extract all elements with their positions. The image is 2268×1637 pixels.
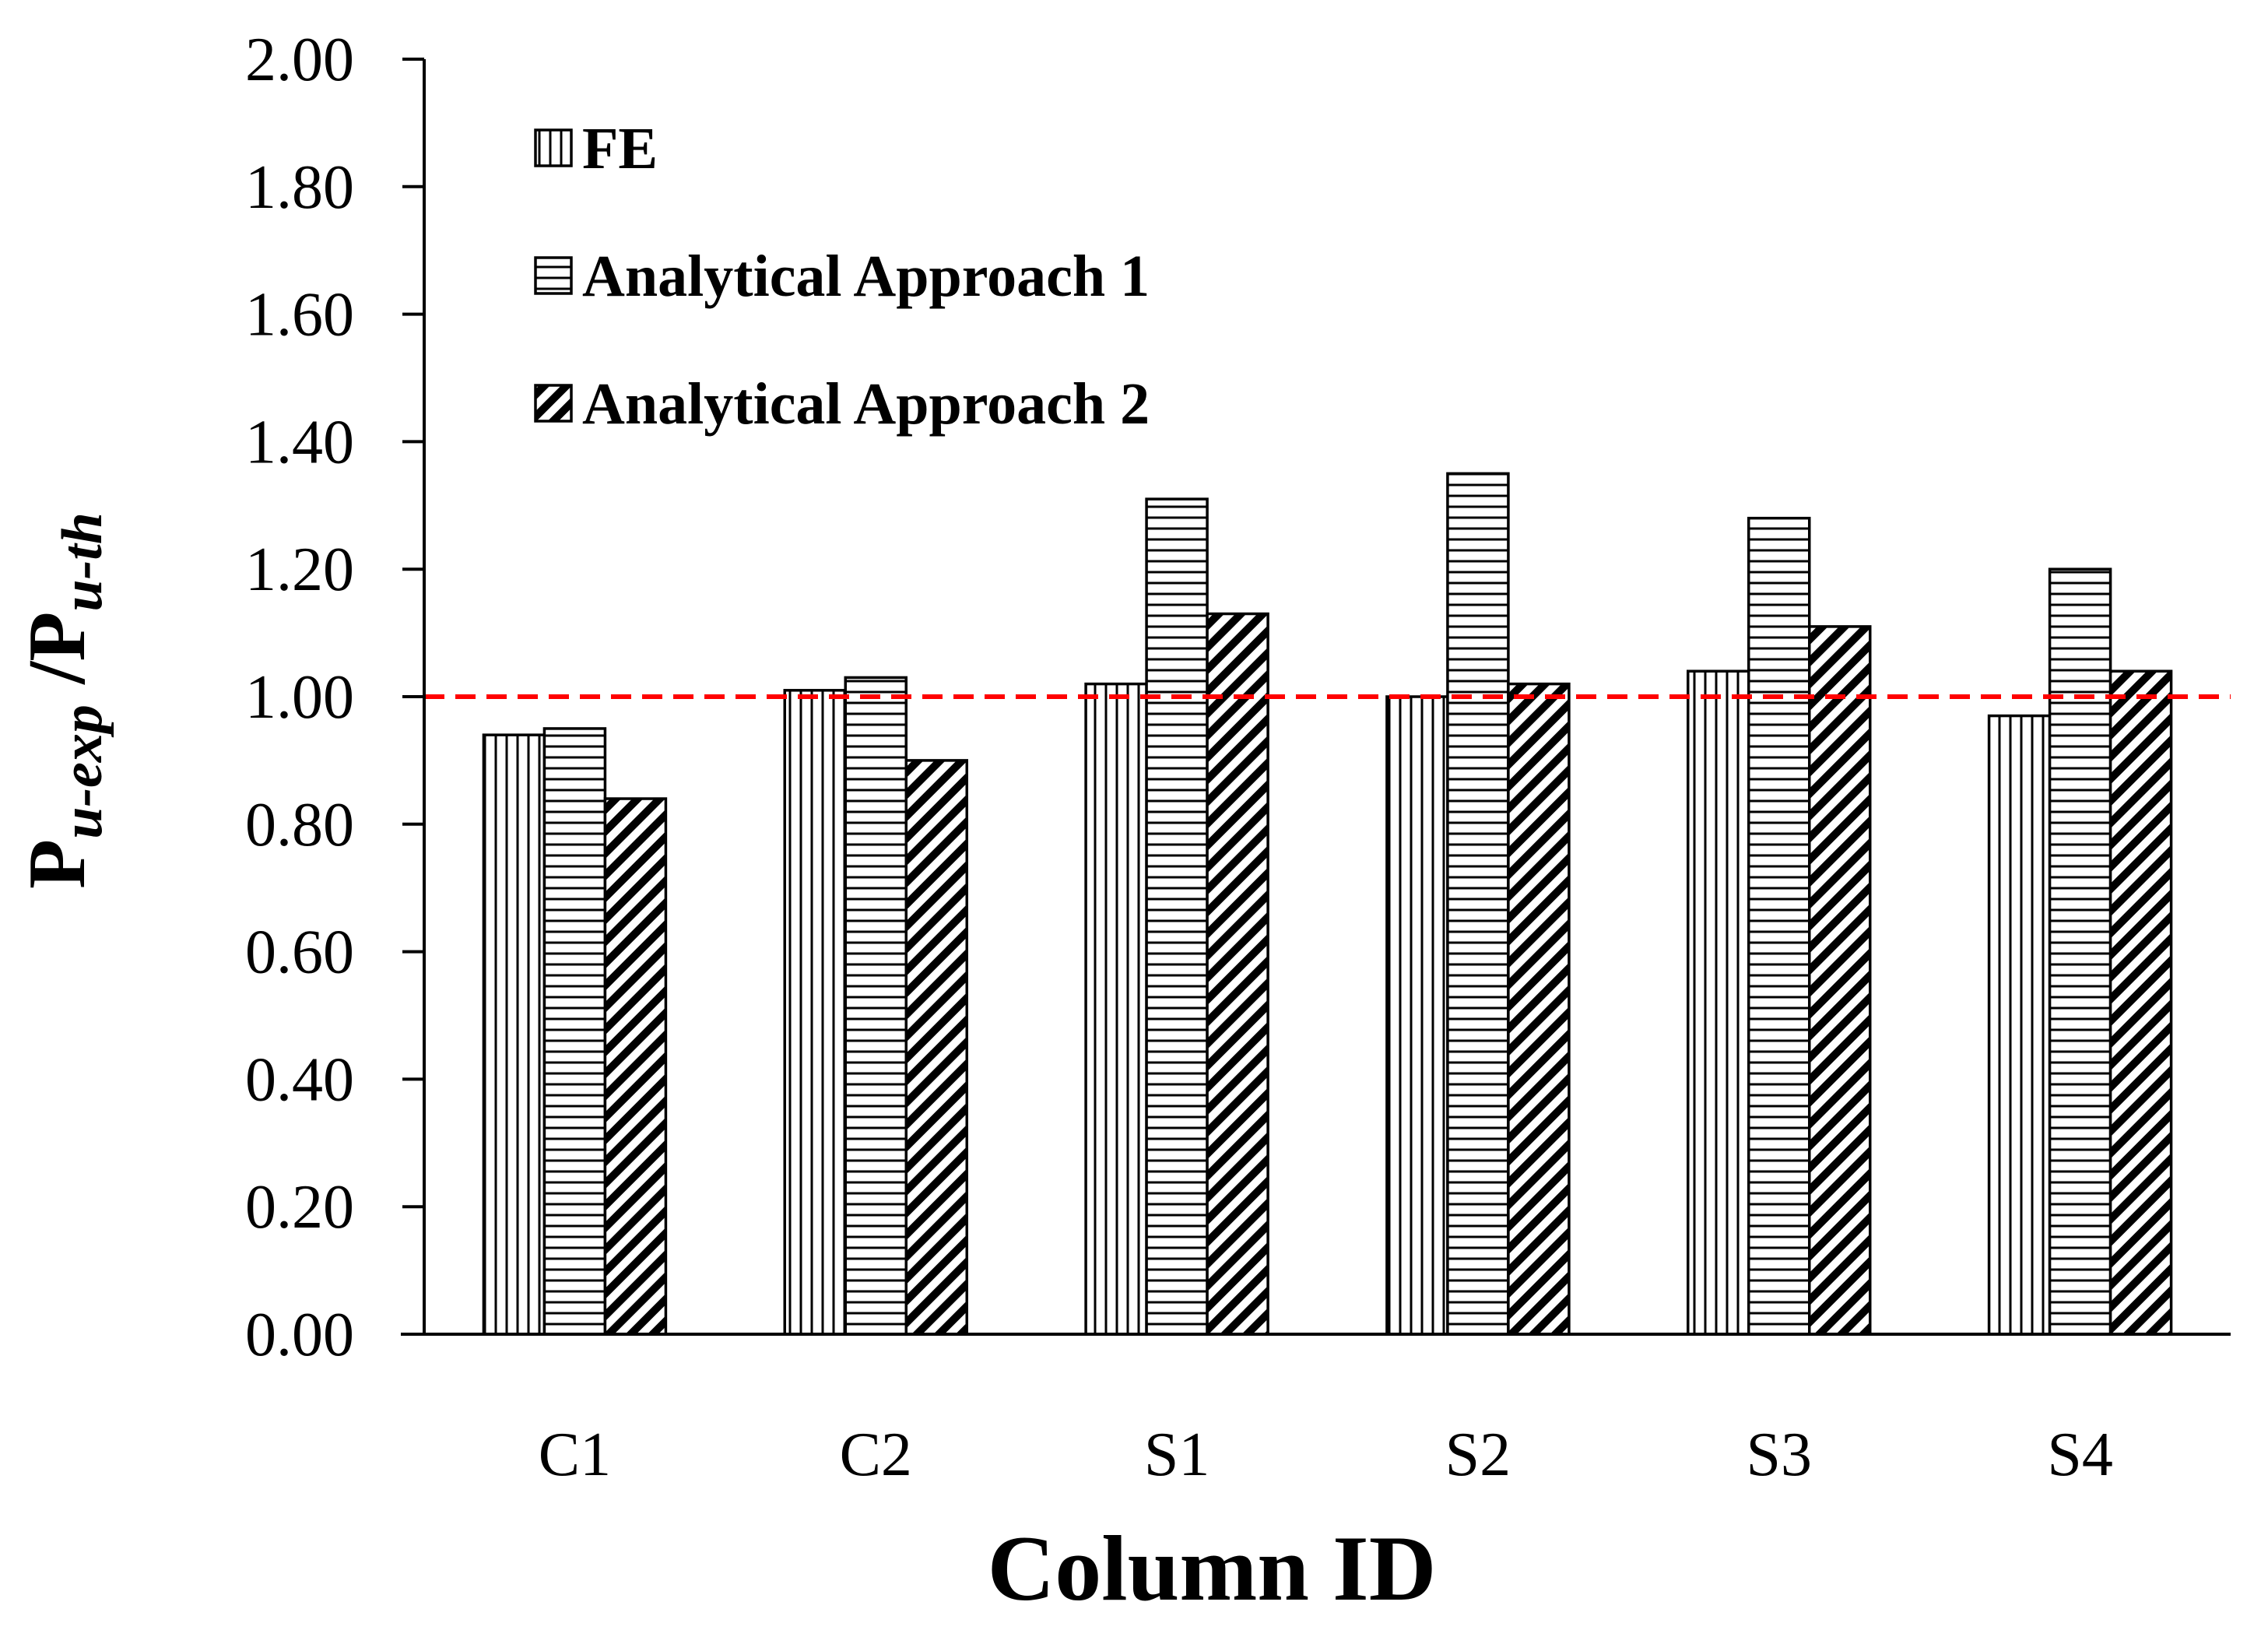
- bar-horizontal-s4: [2048, 567, 2112, 1336]
- y-tick-label: 1.60: [245, 281, 354, 350]
- bar-vertical-s3: [1687, 669, 1750, 1336]
- y-axis-title-p2: P: [11, 612, 102, 662]
- bar-horizontal-s1: [1145, 497, 1209, 1336]
- y-axis-title-p1: P: [11, 839, 102, 889]
- bar-vertical-s1: [1084, 682, 1148, 1336]
- legend: FE Analytical Approach 1 Analytical Approa…: [534, 116, 1150, 437]
- legend-swatch-vertical: [534, 128, 573, 167]
- y-axis-title-sub1: u-exp: [51, 704, 114, 839]
- y-tick-label: 0.60: [245, 919, 354, 987]
- x-tick-label: C2: [840, 1421, 912, 1489]
- bar-horizontal-s3: [1747, 516, 1811, 1336]
- y-tick-label: 1.20: [245, 536, 354, 604]
- y-tick-label: 1.00: [245, 663, 354, 732]
- x-tick-label: C1: [539, 1421, 611, 1489]
- legend-swatch-diagonal: [534, 384, 573, 423]
- bar-vertical-s2: [1385, 695, 1449, 1336]
- y-axis-title: Pu-exp /Pu-th: [11, 512, 114, 889]
- y-axis-title-sep: /: [11, 660, 102, 704]
- y-tick-label: 0.40: [245, 1045, 354, 1114]
- bar-vertical-s4: [1987, 714, 2052, 1336]
- x-tick-label: S2: [1445, 1421, 1511, 1489]
- bar-diagonal-s1: [1206, 612, 1269, 1336]
- axes-layer: [401, 58, 2231, 1336]
- x-tick-label: S4: [2047, 1421, 2113, 1489]
- x-tick-label: S1: [1144, 1421, 1210, 1489]
- bar-horizontal-s2: [1446, 472, 1510, 1336]
- y-tick-label: 1.80: [245, 153, 354, 222]
- bar-horizontal-c1: [542, 727, 607, 1336]
- bar-diagonal-c1: [603, 797, 668, 1336]
- x-axis-title: Column ID: [988, 1516, 1437, 1620]
- bar-diagonal-s4: [2108, 669, 2173, 1336]
- y-axis-title-sub2: u-th: [51, 512, 114, 612]
- bar-diagonal-s2: [1507, 682, 1571, 1336]
- bar-diagonal-c2: [904, 759, 968, 1336]
- bar-horizontal-c2: [844, 676, 908, 1336]
- y-tick-label: 0.80: [245, 791, 354, 859]
- tick-labels-layer: C1 C2 S1 S2 S3 S4 0.00 0.20 0.40 0.60 0.80 1.00 1.20…: [245, 26, 2113, 1489]
- legend-label: Analytical Approach 1: [582, 244, 1150, 309]
- bars-layer: [482, 472, 2173, 1336]
- y-tick-label: 2.00: [245, 26, 354, 94]
- y-tick-label: 0.00: [245, 1301, 354, 1369]
- legend-swatch-horizontal: [534, 256, 573, 295]
- x-tick-label: S3: [1747, 1421, 1813, 1489]
- legend-label: FE: [582, 116, 658, 181]
- y-tick-label: 1.40: [245, 408, 354, 476]
- legend-label: Analytical Approach 2: [582, 371, 1150, 437]
- y-tick-label: 0.20: [245, 1173, 354, 1242]
- bar-vertical-c1: [482, 733, 546, 1336]
- bar-diagonal-s3: [1808, 625, 1872, 1336]
- bar-vertical-c2: [783, 689, 847, 1336]
